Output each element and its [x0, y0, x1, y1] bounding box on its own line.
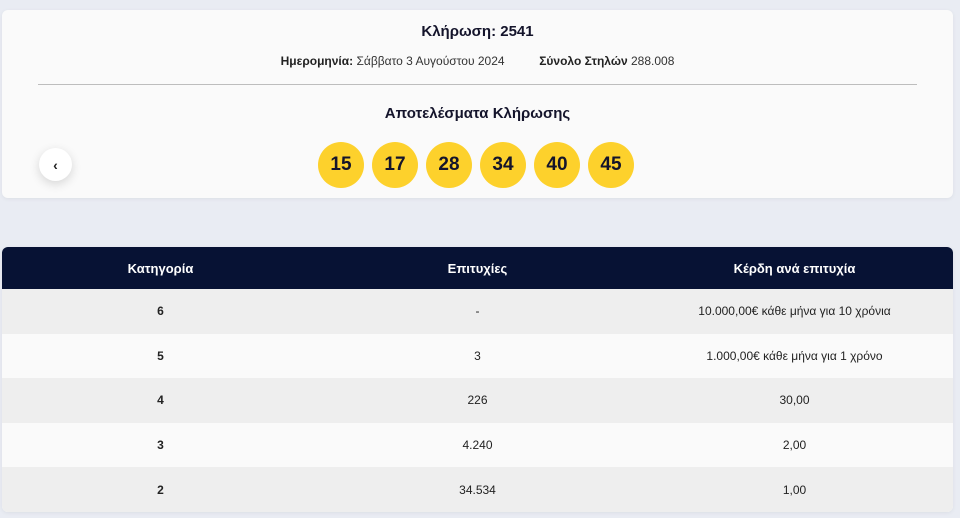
table-row: 5 3 1.000,00€ κάθε μήνα για 1 χρόνο — [2, 333, 953, 379]
cell-winners: 226 — [467, 393, 488, 408]
cell-category: 3 — [157, 438, 164, 453]
date-label: Ημερομηνία: — [280, 54, 354, 68]
cell-category: 5 — [157, 348, 164, 363]
number-ball: 17 — [372, 142, 418, 188]
draw-title: Κλήρωση: 2541 — [421, 23, 534, 40]
table-row: 4 226 30,00 — [2, 378, 953, 423]
cell-prize: 10.000,00€ κάθε μήνα για 10 χρόνια — [698, 304, 891, 319]
draw-card: Κλήρωση: 2541 Ημερομηνία: Σάββατο 3 Αυγο… — [2, 10, 953, 198]
number-ball: 28 — [426, 142, 472, 188]
header-prize: Κέρδη ανά επιτυχία — [733, 260, 856, 276]
cell-category: 4 — [157, 393, 164, 408]
winning-numbers: 15 17 28 34 40 45 — [318, 142, 634, 188]
table-row: 6 - 10.000,00€ κάθε μήνα για 10 χρόνια — [2, 289, 953, 334]
draw-meta: Ημερομηνία: Σάββατο 3 Αυγούστου 2024 Σύν… — [2, 54, 953, 68]
table-header: Κατηγορία Επιτυχίες Κέρδη ανά επιτυχία — [2, 247, 953, 289]
number-ball: 34 — [480, 142, 526, 188]
previous-draw-button[interactable]: ‹ — [39, 148, 72, 181]
header-category: Κατηγορία — [127, 260, 194, 276]
table-row: 2 34.534 1,00 — [2, 467, 953, 512]
number-ball: 15 — [318, 142, 364, 188]
cell-prize: 1.000,00€ κάθε μήνα για 1 χρόνο — [706, 348, 883, 363]
results-title: Αποτελέσματα Κλήρωσης — [384, 105, 571, 122]
columns-label: Σύνολο Στηλών — [539, 54, 628, 68]
divider — [38, 84, 917, 85]
date-value: Σάββατο 3 Αυγούστου 2024 — [356, 54, 505, 68]
cell-prize: 1,00 — [782, 482, 807, 497]
cell-prize: 2,00 — [782, 438, 807, 453]
cell-category: 2 — [157, 482, 164, 497]
cell-winners: - — [475, 304, 480, 319]
columns-value: 288.008 — [630, 54, 675, 68]
cell-winners: 4.240 — [462, 438, 493, 453]
cell-prize: 30,00 — [779, 393, 810, 408]
cell-winners: 34.534 — [459, 482, 496, 497]
number-ball: 45 — [588, 142, 634, 188]
number-ball: 40 — [534, 142, 580, 188]
prize-table: Κατηγορία Επιτυχίες Κέρδη ανά επιτυχία 6… — [2, 247, 953, 512]
chevron-left-icon: ‹ — [53, 156, 58, 173]
cell-winners: 3 — [474, 348, 481, 363]
table-row: 3 4.240 2,00 — [2, 422, 953, 468]
header-winners: Επιτυχίες — [447, 260, 508, 276]
cell-category: 6 — [157, 304, 164, 319]
